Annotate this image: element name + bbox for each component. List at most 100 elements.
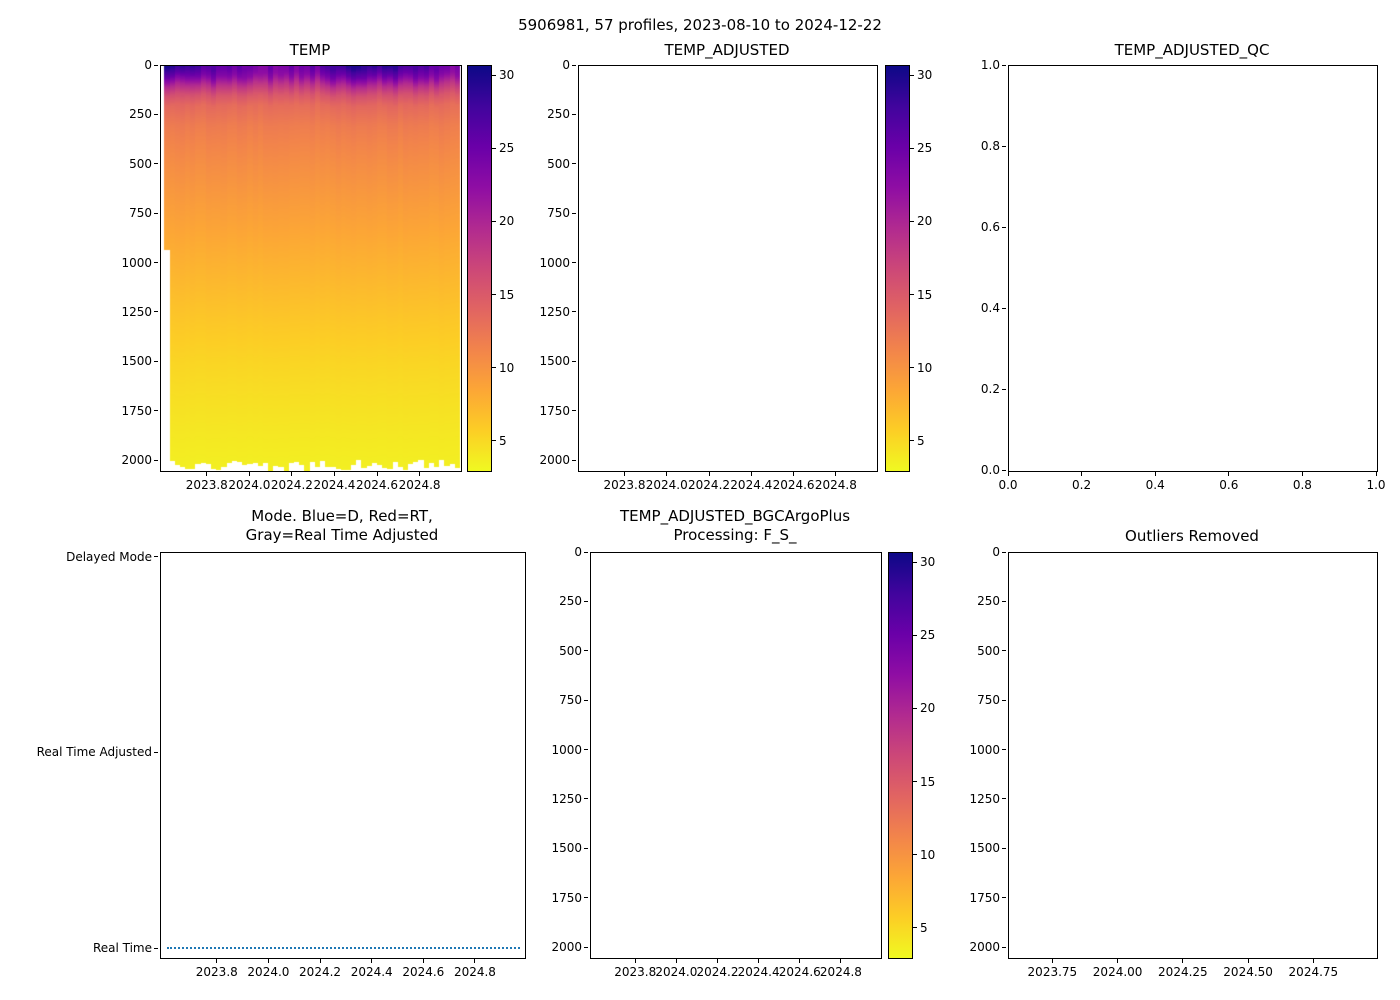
temp-y-tick [154,113,158,115]
panel-title-outliers-removed: Outliers Removed [1125,527,1259,545]
mode-x-tick-label: 2024.2 [299,965,342,979]
temp_adjusted-colorbar-tick [910,440,914,442]
temp-colorbar-tick [492,220,496,222]
temp_adjusted-colorbar-tick-label: 20 [917,214,933,229]
bgc-colorbar-tick [913,781,917,783]
bgc-x-tick [675,959,677,963]
outliers-x-tick-label: 2024.75 [1288,965,1339,979]
qc-y-tick-label: 0.2 [980,382,1000,396]
outliers-y-tick-label: 0 [992,545,1000,559]
temp_adjusted-y-tick [572,459,576,461]
temp-y-tick-label: 250 [129,107,152,122]
qc-axes [1008,65,1378,472]
panel-title-temp-adjusted: TEMP_ADJUSTED [664,41,790,59]
temp-x-tick-label: 2024.6 [356,478,399,492]
qc-x-tick [1228,472,1230,476]
bgc-y-tick [584,798,588,800]
outliers-y-tick [1002,749,1006,751]
bgc-colorbar-tick-label: 10 [920,847,936,862]
mode-y-tick [154,556,158,558]
temp_adjusted-colorbar-tick-label: 30 [917,68,933,83]
bgc-colorbar-tick [913,561,917,563]
panel-title-mode: Mode. Blue=D, Red=RT, Gray=Real Time Adj… [245,507,439,544]
temp-y-tick-label: 1500 [121,354,152,369]
temp_adjusted-y-tick-label: 1250 [539,304,570,319]
bgc-x-tick [758,959,760,963]
mode-x-tick [371,959,373,963]
outliers-y-tick-label: 750 [977,693,1000,708]
temp_adjusted-x-tick-label: 2024.2 [688,478,731,492]
bgc-colorbar [888,552,913,959]
temp_adjusted-y-tick-label: 0 [562,58,570,72]
mode-x-tick-label: 2024.6 [402,965,445,979]
figure-title: 5906981, 57 profiles, 2023-08-10 to 2024… [518,16,882,34]
temp_adjusted-colorbar-tick-label: 15 [917,287,933,302]
outliers-y-tick-label: 1500 [969,841,1000,856]
temp_adjusted-y-tick-label: 1750 [539,403,570,418]
temp_adjusted-colorbar-tick [910,294,914,296]
bgc-colorbar-tick [913,927,917,929]
temp_adjusted-colorbar-tick [910,367,914,369]
temp-x-tick-label: 2024.8 [398,478,441,492]
mode-x-tick-label: 2024.4 [350,965,393,979]
bgc-x-tick [717,959,719,963]
bgc-colorbar-tick [913,854,917,856]
outliers-x-tick-label: 2024.50 [1223,965,1273,979]
temp-x-tick-label: 2024.0 [228,478,271,492]
qc-x-tick-label: 0.2 [1072,478,1092,492]
bgc-axes [590,552,882,959]
bgc-y-tick [584,847,588,849]
temp_adjusted-x-tick [793,472,795,476]
mode-x-tick-label: 2024.8 [453,965,496,979]
qc-x-tick-label: 1.0 [1366,478,1386,492]
mode-x-tick-label: 2024.0 [247,965,290,979]
bgc-x-tick-label: 2024.0 [655,965,698,979]
mode-x-tick [319,959,321,963]
temp_adjusted-colorbar-tick-label: 25 [917,141,933,156]
temp-y-tick [154,163,158,165]
temp-x-tick [206,472,208,476]
bgc-colorbar-tick [913,634,917,636]
outliers-y-tick [1002,798,1006,800]
temp_adjusted-y-tick [572,262,576,264]
temp_adjusted-x-tick [666,472,668,476]
mode-y-tick [154,751,158,753]
bgc-y-tick-label: 750 [559,693,582,708]
bgc-y-tick [584,650,588,652]
bgc-y-tick-label: 0 [574,545,582,559]
temp-colorbar-tick-label: 30 [499,68,515,83]
outliers-y-tick-label: 500 [977,643,1000,658]
outliers-x-tick [1247,959,1249,963]
bgc-x-tick [799,959,801,963]
bgc-colorbar-tick-label: 15 [920,774,936,789]
outliers-x-tick [1182,959,1184,963]
outliers-x-tick [1117,959,1119,963]
outliers-y-tick [1002,699,1006,701]
temp-x-tick [291,472,293,476]
mode-y-category-label: Real Time [92,941,152,956]
temp_adjusted-y-tick [572,212,576,214]
bgc-colorbar-tick-label: 25 [920,628,936,643]
temp_adjusted-colorbar-tick-label: 5 [917,433,925,448]
mode-x-tick [422,959,424,963]
temp-colorbar-tick [492,294,496,296]
outliers-y-tick-label: 2000 [969,940,1000,955]
temp-x-tick [333,472,335,476]
temp_adjusted-y-tick-label: 1000 [539,255,570,270]
temp-y-tick-label: 0 [144,58,152,72]
temp_adjusted-y-tick [572,163,576,165]
bgc-y-tick-label: 1500 [551,841,582,856]
temp-y-tick-label: 1750 [121,403,152,418]
qc-x-tick-label: 0.0 [998,478,1018,492]
temp_adjusted-colorbar-tick-label: 10 [917,360,933,375]
qc-y-tick-label: 1.0 [980,58,1000,72]
temp_adjusted-x-tick-label: 2024.4 [730,478,773,492]
outliers-x-tick [1051,959,1053,963]
bgc-y-tick [584,600,588,602]
mode-y-category-label: Delayed Mode [66,549,152,564]
temp-colorbar-tick [492,367,496,369]
outliers-y-tick-label: 1750 [969,890,1000,905]
bgc-y-tick [584,749,588,751]
temp_adjusted-y-tick [572,113,576,115]
bgc-y-tick-label: 1000 [551,742,582,757]
